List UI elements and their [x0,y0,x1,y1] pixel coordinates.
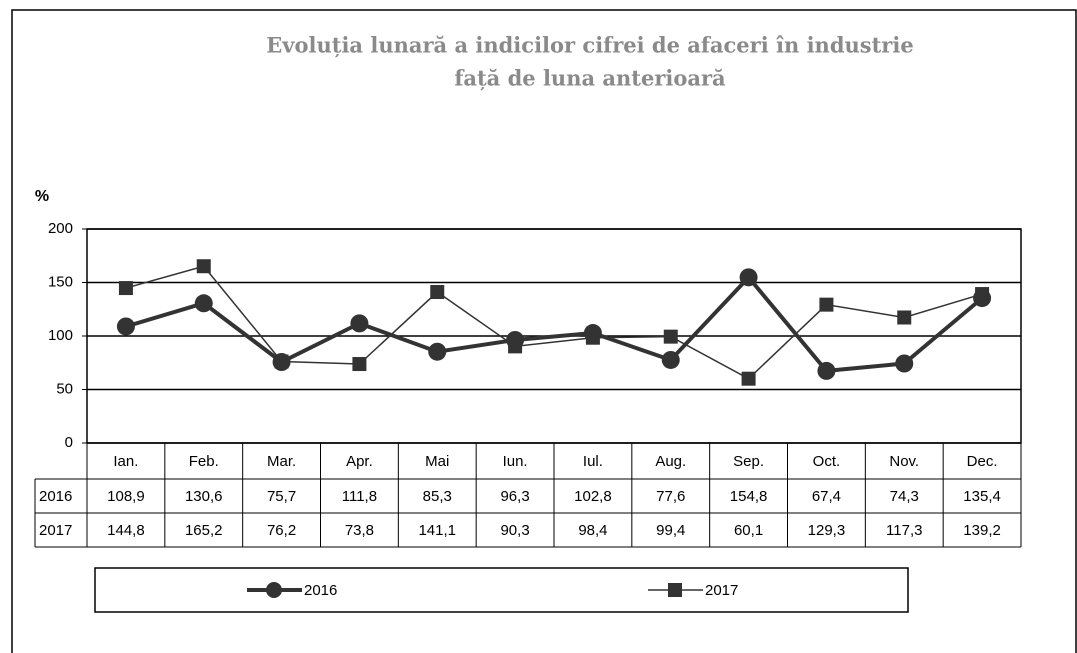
data-label: 77,6 [656,488,685,505]
data-label: 117,3 [886,522,922,539]
data-label: 96,3 [500,488,529,505]
y-tick-label: 100 [48,327,73,344]
point-marker [430,285,445,300]
point-marker [897,310,912,325]
data-label: 85,3 [423,488,452,505]
chart-title: Evoluția lunară a indicilor cifrei de af… [266,33,913,58]
x-tick-label: Oct. [813,453,841,470]
x-tick-label: Iun. [503,453,528,470]
table-row-label: 2017 [39,522,72,539]
data-label: 73,8 [345,522,374,539]
point-marker [428,342,447,361]
data-label: 129,3 [808,522,846,539]
point-marker [973,289,992,308]
data-label: 135,4 [963,488,1001,505]
x-tick-label: Nov. [889,453,919,470]
x-tick-label: Feb. [189,453,219,470]
point-marker [118,281,133,296]
data-label: 102,8 [574,488,612,505]
data-label: 154,8 [730,488,768,505]
data-label: 130,6 [185,488,223,505]
data-label: 139,2 [963,522,1001,539]
point-marker [506,330,525,349]
x-tick-label: Mar. [267,453,296,470]
point-marker [817,361,836,380]
data-label: 165,2 [185,522,223,539]
x-tick-label: Dec. [967,453,998,470]
legend-marker [668,583,682,597]
point-marker [194,294,213,313]
data-label: 90,3 [500,522,529,539]
point-marker [663,329,678,344]
point-marker [739,268,758,287]
point-marker [741,371,756,386]
point-marker [583,324,602,343]
x-tick-label: Aug. [655,453,686,470]
data-label: 111,8 [342,488,377,505]
point-marker [895,354,914,373]
series-line [125,274,984,373]
table-row-label: 2016 [39,488,72,505]
point-marker [272,353,291,372]
x-tick-label: Mai [425,453,449,470]
x-tick-label: Sep. [733,453,764,470]
data-label: 60,1 [734,522,763,539]
data-label: 67,4 [812,488,841,505]
data-label: 74,3 [890,488,919,505]
legend-label: 2016 [304,582,337,599]
legend-label: 2017 [705,582,738,599]
point-marker [661,350,680,369]
y-tick-label: 0 [65,434,73,451]
point-marker [352,357,367,372]
data-label: 144,8 [107,522,145,539]
point-marker [819,297,834,312]
frame [11,9,1077,653]
x-tick-label: Iul. [583,453,603,470]
data-label: 75,7 [267,488,296,505]
legend-box [94,567,909,613]
y-tick-label: 50 [56,380,73,397]
y-axis-label: % [35,188,49,205]
legend-marker [266,582,282,598]
x-tick-label: Ian. [113,453,138,470]
chart-title: față de luna anterioară [454,66,726,91]
data-label: 141,1 [418,522,456,539]
y-tick-label: 150 [48,273,73,290]
y-tick-label: 200 [48,220,73,237]
x-tick-label: Apr. [346,453,373,470]
point-marker [350,314,369,333]
point-marker [196,259,211,274]
series-line [125,265,983,380]
data-label: 108,9 [107,488,145,505]
data-label: 98,4 [578,522,607,539]
data-label: 76,2 [267,522,296,539]
point-marker [116,317,135,336]
data-label: 99,4 [656,522,685,539]
